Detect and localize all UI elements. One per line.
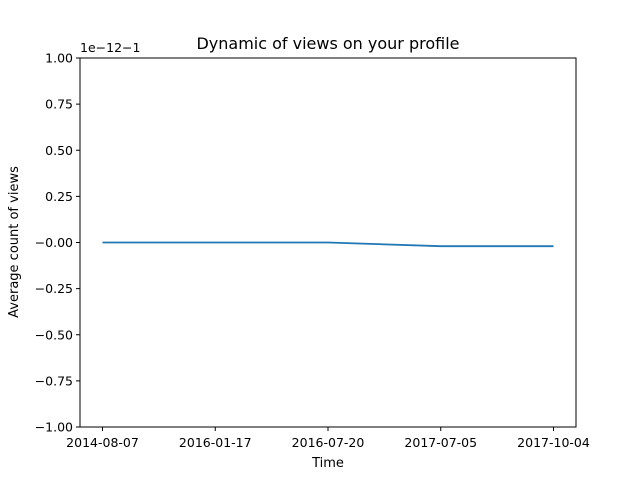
x-tick-label: 2017-07-05 bbox=[404, 435, 477, 450]
chart-title: Dynamic of views on your profile bbox=[196, 34, 459, 53]
plot-frame bbox=[79, 57, 577, 428]
x-axis-label: Time bbox=[311, 456, 344, 471]
y-tick-label: −0.00 bbox=[35, 235, 73, 250]
x-tick-label: 2016-07-20 bbox=[292, 435, 365, 450]
y-tick-label: −0.75 bbox=[35, 373, 73, 388]
y-tick-label: −0.50 bbox=[35, 327, 73, 342]
y-offset-label: 1e−12−1 bbox=[80, 40, 140, 55]
y-axis-label: Average count of views bbox=[7, 166, 22, 318]
y-tick-label: 1.00 bbox=[45, 51, 73, 66]
x-axis: 2014-08-07 2016-01-17 2016-07-20 2017-07-05… bbox=[66, 427, 590, 450]
series-line-0 bbox=[102, 241, 554, 248]
y-tick-label: −0.25 bbox=[35, 281, 73, 296]
y-tick-label: 0.25 bbox=[45, 189, 73, 204]
series-layer bbox=[102, 241, 554, 248]
x-tick-label: 2017-10-04 bbox=[517, 435, 590, 450]
x-tick-label: 2016-01-17 bbox=[179, 435, 252, 450]
y-tick-label: 0.75 bbox=[45, 97, 73, 112]
y-tick-label: −1.00 bbox=[35, 420, 73, 435]
y-tick-label: 0.50 bbox=[45, 143, 73, 158]
y-axis: −1.00 −0.75 −0.50 −0.25 −0.00 0.25 0.50 0.75 1.0… bbox=[35, 51, 80, 435]
x-tick-label: 2014-08-07 bbox=[66, 435, 139, 450]
